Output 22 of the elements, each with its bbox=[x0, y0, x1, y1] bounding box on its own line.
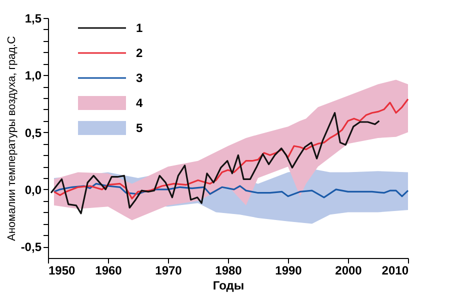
y-tick-label: 0,5 bbox=[24, 126, 42, 140]
line-series bbox=[53, 98, 409, 200]
x-tick-label: 1970 bbox=[155, 264, 182, 278]
x-tick-label: 1990 bbox=[275, 264, 302, 278]
line-series bbox=[50, 112, 380, 214]
y-tick-label: 0,0 bbox=[24, 182, 42, 197]
y-tick-label: 1,0 bbox=[24, 68, 42, 83]
y-tick-label: -0,5 bbox=[20, 240, 42, 254]
x-tick-label: 1960 bbox=[95, 264, 122, 278]
x-tick-label: 2000 bbox=[335, 264, 362, 278]
legend-label: 5 bbox=[136, 121, 143, 135]
legend-label: 1 bbox=[136, 21, 143, 35]
x-axis-title: Годы bbox=[212, 278, 244, 292]
x-tick-label: 2010 bbox=[382, 264, 409, 278]
legend-label: 3 bbox=[136, 71, 143, 85]
x-tick-label: 1980 bbox=[215, 264, 242, 278]
y-axis-title: Аномалии температуры воздуха, град.С bbox=[6, 36, 18, 241]
legend-label: 2 bbox=[136, 46, 143, 60]
y-tick-label: 1,5 bbox=[24, 12, 42, 26]
x-tick-label: 1950 bbox=[48, 264, 76, 278]
legend-label: 4 bbox=[136, 96, 143, 110]
line-series bbox=[53, 182, 409, 198]
